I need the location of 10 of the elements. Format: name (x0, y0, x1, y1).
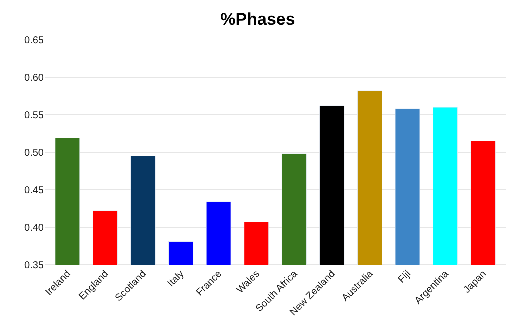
chart-title: %Phases (220, 10, 296, 29)
y-tick-label: 0.65 (24, 36, 44, 46)
y-tick-label: 0.50 (24, 148, 44, 159)
y-tick-label: 0.40 (24, 223, 44, 234)
y-tick-label: 0.55 (24, 110, 44, 122)
x-tick-label: Fiji (396, 268, 414, 286)
y-tick-label: 0.60 (24, 73, 44, 84)
x-tick-label: Italy (166, 268, 187, 290)
y-tick-label: 0.45 (24, 186, 44, 196)
y-tick-label: 0.35 (24, 260, 44, 272)
